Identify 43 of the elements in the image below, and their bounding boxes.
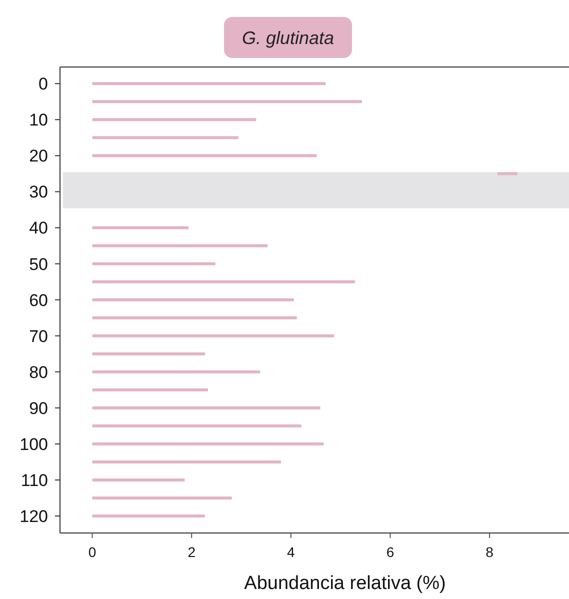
bar [92,514,206,518]
bar [92,316,297,320]
x-tick-label: 0 [88,544,96,560]
x-tick-label: 4 [287,544,296,560]
bar [92,370,260,374]
bar [92,154,317,158]
bar [92,82,326,86]
y-tick-label: 120 [20,507,48,526]
x-tick-label: 2 [188,544,196,560]
bar [92,406,320,410]
x-axis-title: Abundancia relativa (%) [244,573,446,594]
bar [92,334,334,338]
bar [92,244,268,248]
bar [92,262,216,266]
bar [92,100,362,104]
bar [92,424,302,428]
bar [92,118,256,122]
bar [92,496,232,500]
bar [497,172,518,176]
bar [92,478,185,482]
bar [92,460,281,464]
y-tick-label: 0 [38,74,48,94]
bar [92,388,208,392]
chart-title: G. glutinata [242,28,334,48]
y-tick-label: 20 [29,146,48,166]
y-tick-label: 110 [20,470,48,490]
bar [92,226,189,230]
y-tick-label: 30 [29,182,48,202]
y-tick-label: 70 [29,326,48,346]
y-tick-label: 60 [29,290,48,310]
y-tick-label: 10 [29,110,48,130]
y-tick-label: 50 [29,254,48,274]
bar [92,352,206,356]
x-tick-label: 8 [486,544,494,560]
y-tick-label: 100 [20,434,48,454]
bar [92,136,238,140]
y-tick-label: 90 [29,398,48,418]
x-tick-label: 6 [386,544,394,560]
y-tick-label: 40 [29,218,48,238]
bar [92,442,324,446]
bar [92,280,355,284]
bar [92,298,294,302]
y-tick-label: 80 [29,362,48,382]
